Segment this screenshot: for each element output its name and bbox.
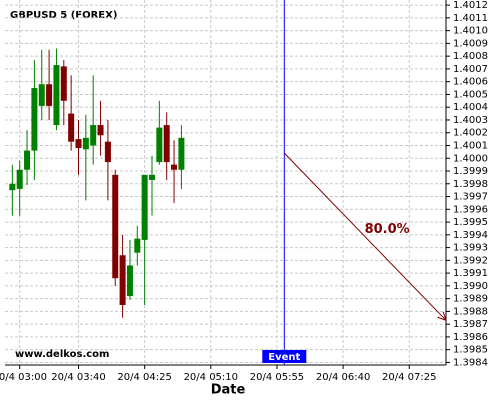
candle-body xyxy=(82,137,89,150)
candle-body xyxy=(31,88,38,151)
y-tick-label: 1.4004 xyxy=(453,102,488,113)
candle-body xyxy=(178,137,185,170)
candle-body xyxy=(38,84,45,106)
y-tick-label: 1.4009 xyxy=(453,38,488,49)
watermark: www.delkos.com xyxy=(15,349,109,360)
y-tick-label: 1.4005 xyxy=(453,89,488,100)
y-tick-label: 1.3987 xyxy=(453,319,488,330)
y-tick-label: 1.4003 xyxy=(453,115,488,126)
plot-area xyxy=(5,0,446,365)
y-tick-label: 1.3985 xyxy=(453,345,488,356)
candle-body xyxy=(141,174,148,240)
x-tick-label: 20/4 06:40 xyxy=(316,372,370,383)
y-tick-label: 1.4012 xyxy=(453,0,488,11)
candle-body xyxy=(90,125,97,146)
candle-body xyxy=(97,125,104,136)
y-tick-label: 1.4002 xyxy=(453,128,488,139)
y-tick-label: 1.3984 xyxy=(453,357,488,368)
y-tick-label: 1.3996 xyxy=(453,204,488,215)
candle-body xyxy=(163,125,170,163)
chart-title: GBPUSD 5 (FOREX) xyxy=(10,10,117,21)
event-label: Event xyxy=(268,352,300,363)
candle-body xyxy=(134,238,141,253)
y-tick-label: 1.4006 xyxy=(453,77,488,88)
x-tick-label: 20/4 05:55 xyxy=(250,372,304,383)
y-tick-label: 1.3994 xyxy=(453,230,488,241)
y-tick-label: 1.4000 xyxy=(453,153,488,164)
candle-body xyxy=(171,164,178,170)
y-tick-label: 1.4010 xyxy=(453,26,488,37)
candle-body xyxy=(16,169,23,189)
x-tick-label: 20/4 03:40 xyxy=(51,372,105,383)
y-tick-label: 1.3989 xyxy=(453,294,488,305)
y-tick-label: 1.3995 xyxy=(453,217,488,228)
candle-body xyxy=(9,183,16,191)
arrow-head xyxy=(437,311,447,322)
event-label-box xyxy=(262,350,307,363)
x-axis-label: Date xyxy=(211,383,246,398)
candle-body xyxy=(126,265,133,297)
candle-body xyxy=(75,139,82,149)
candle-body xyxy=(156,127,163,163)
x-tick-label: 20/4 03:00 xyxy=(0,372,47,383)
candle-body xyxy=(53,65,60,126)
y-tick-label: 1.3998 xyxy=(453,179,488,190)
y-tick-label: 1.3990 xyxy=(453,281,488,292)
y-tick-label: 1.3997 xyxy=(453,192,488,203)
y-tick-label: 1.3993 xyxy=(453,243,488,254)
forecast-arrow xyxy=(283,152,447,321)
candle-body xyxy=(149,174,155,180)
y-tick-label: 1.4001 xyxy=(453,140,488,151)
y-tick-label: 1.3999 xyxy=(453,166,488,177)
y-tick-label: 1.3991 xyxy=(453,268,488,279)
x-tick-label: 20/4 05:10 xyxy=(184,372,238,383)
candle-body xyxy=(68,113,75,142)
x-tick-label: 20/4 04:25 xyxy=(117,372,171,383)
x-tick-label: 20/4 07:25 xyxy=(382,372,436,383)
y-tick-label: 1.3992 xyxy=(453,255,488,266)
candle-body xyxy=(24,150,31,170)
y-tick-label: 1.4011 xyxy=(453,13,488,24)
candle-body xyxy=(119,255,126,306)
candle-body xyxy=(46,84,53,106)
y-tick-label: 1.4007 xyxy=(453,64,488,75)
y-tick-label: 1.4008 xyxy=(453,51,488,62)
candle-body xyxy=(104,141,111,163)
candle-body xyxy=(60,66,67,101)
y-tick-label: 1.3986 xyxy=(453,332,488,343)
forecast-label: 80.0% xyxy=(365,222,410,237)
y-tick-label: 1.3988 xyxy=(453,306,488,317)
candle-body xyxy=(112,174,119,279)
